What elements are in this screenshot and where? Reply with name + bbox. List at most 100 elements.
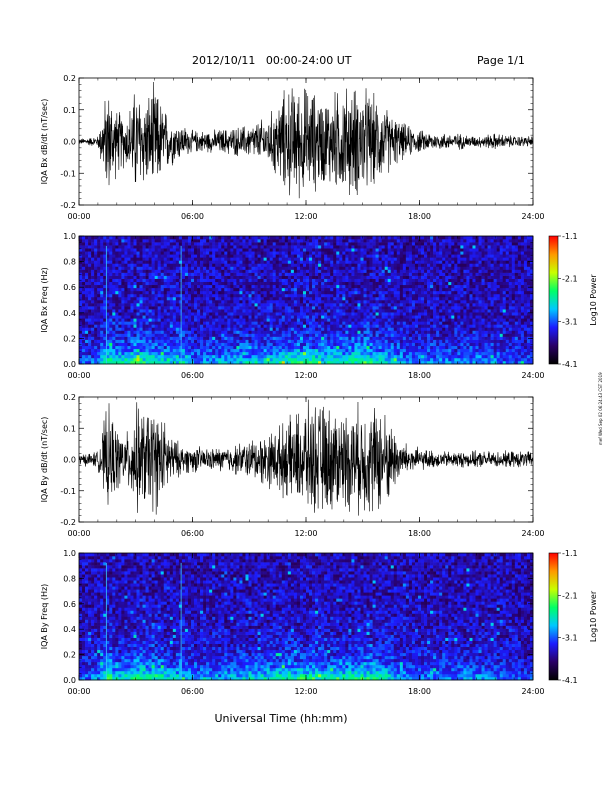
spectrogram-cell <box>236 348 240 353</box>
spectrogram-cell <box>306 242 310 246</box>
spectrogram-cell <box>178 339 183 343</box>
spectrogram-cell <box>181 306 186 310</box>
spectrogram-cell <box>163 303 168 307</box>
spectrogram-cell <box>136 333 140 337</box>
spectrogram-cell <box>233 260 237 264</box>
spectrogram-cell <box>417 330 422 334</box>
spectrogram-cell <box>218 263 222 267</box>
spectrogram-cell <box>405 336 410 340</box>
spectrogram-cell <box>203 315 207 319</box>
spectrogram-cell <box>163 318 168 322</box>
spectrogram-cell <box>333 333 337 337</box>
spectrogram-cell <box>306 281 310 286</box>
spectrogram-cell <box>194 351 198 356</box>
spectrogram-cell <box>115 336 119 340</box>
spectrogram-cell <box>224 284 228 289</box>
spectrogram-cell <box>405 330 410 334</box>
spectrogram-cell <box>372 357 376 362</box>
spectrogram-cell <box>396 303 401 307</box>
spectrogram-cell <box>321 275 325 279</box>
spectrogram-cell <box>354 321 358 325</box>
spectrogram-cell <box>142 321 146 325</box>
spectrogram-cell <box>251 284 255 289</box>
spectrogram-cell <box>309 239 313 243</box>
spectrogram-cell <box>94 236 98 240</box>
spectrogram-cell <box>230 293 234 298</box>
spectrogram-cell <box>178 309 183 313</box>
spectrogram-cell <box>239 251 243 255</box>
spectrogram-cell <box>378 315 382 319</box>
spectrogram-cell <box>97 351 101 356</box>
y-tick-label: -0.2 <box>60 201 76 210</box>
spectrogram-cell <box>124 245 128 249</box>
spectrogram-cell <box>378 318 382 322</box>
spectrogram-cell <box>327 336 331 340</box>
spectrogram-cell <box>115 260 119 264</box>
spectrogram-cell <box>245 345 249 350</box>
spectrogram-cell <box>263 306 267 310</box>
spectrogram-cell <box>236 333 240 337</box>
spectrogram-cell <box>309 309 313 313</box>
spectrogram-cell <box>130 293 134 298</box>
spectrogram-cell <box>245 278 249 283</box>
spectrogram-cell <box>278 357 283 362</box>
spectrogram-cell <box>88 269 92 273</box>
spectrogram-cell <box>399 324 404 328</box>
spectrogram-cell <box>172 303 177 307</box>
spectrogram-cell <box>148 296 152 301</box>
spectrogram-cell <box>209 303 213 307</box>
spectrogram-cell <box>306 275 310 279</box>
spectrogram-cell <box>315 248 319 252</box>
spectrogram-cell <box>85 333 89 337</box>
spectrogram-cell <box>212 254 216 258</box>
spectrogram-cell <box>315 296 319 301</box>
spectrogram-cell <box>194 257 198 261</box>
spectrogram-cell <box>321 272 325 276</box>
spectrogram-cell <box>284 239 289 243</box>
spectrogram-cell <box>427 348 431 353</box>
spectrogram-cell <box>275 281 280 286</box>
spectrogram-cell <box>224 303 228 307</box>
spectrogram-cell <box>287 357 292 362</box>
spectrogram-cell <box>372 263 376 267</box>
spectrogram-cell <box>94 303 98 307</box>
spectrogram-cell <box>197 303 201 307</box>
spectrogram-cell <box>79 251 83 255</box>
spectrogram-cell <box>309 342 313 347</box>
spectrogram-cell <box>212 315 216 319</box>
spectrogram-cell <box>381 242 385 246</box>
spectrogram-cell <box>360 318 364 322</box>
spectrogram-cell <box>206 287 210 292</box>
spectrogram-cell <box>290 278 295 283</box>
spectrogram-cell <box>206 315 210 319</box>
spectrogram-cell <box>408 351 413 356</box>
spectrogram-cell <box>187 269 192 273</box>
spectrogram-cell <box>151 318 155 322</box>
spectrogram-cell <box>354 260 358 264</box>
spectrogram-cell <box>260 327 264 331</box>
spectrogram-cell <box>160 333 165 337</box>
spectrogram-cell <box>348 242 352 246</box>
spectrogram-cell <box>275 300 280 304</box>
spectrogram-cell <box>393 360 398 365</box>
spectrogram-cell <box>369 312 373 316</box>
spectrogram-cell <box>118 254 122 258</box>
panel-1: 0.20.10.0-0.1-0.200:00 06:00 12:00 18:00 24:… <box>40 74 545 221</box>
spectrogram-cell <box>118 324 122 328</box>
spectrogram-cell <box>336 275 340 279</box>
spectrogram-cell <box>290 357 295 362</box>
spectrogram-cell <box>239 245 243 249</box>
spectrogram-cell <box>336 357 340 362</box>
spectrogram-cell <box>130 251 134 255</box>
spectrogram-cell <box>384 284 389 289</box>
spectrogram-cell <box>272 345 277 350</box>
spectrogram-cell <box>200 242 204 246</box>
spectrogram-cell <box>187 281 192 286</box>
spectrogram-cell <box>421 254 425 258</box>
spectrogram-cell <box>121 309 125 313</box>
spectrogram-cell <box>145 275 149 279</box>
spectrogram-cell <box>221 254 225 258</box>
spectrogram-cell <box>269 351 274 356</box>
spectrogram-cell <box>369 245 373 249</box>
spectrogram-cell <box>351 266 355 270</box>
